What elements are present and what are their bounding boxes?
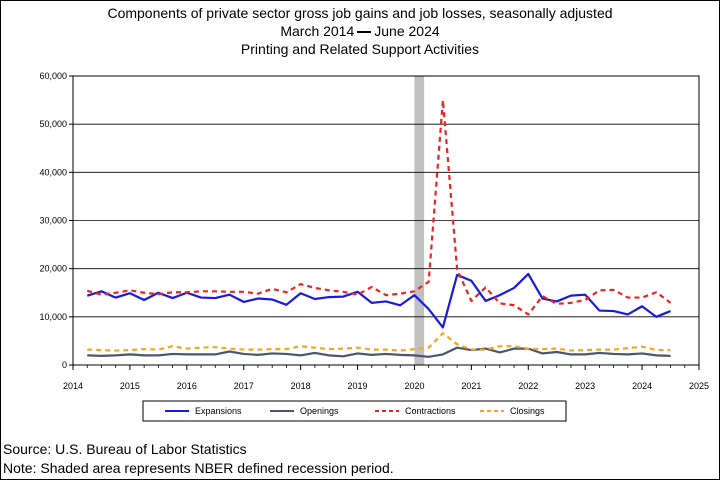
- x-tick-label: 2022: [518, 381, 538, 391]
- series-line-expansions: [86, 272, 671, 329]
- x-tick-label: 2023: [575, 381, 595, 391]
- x-tick-label: 2025: [689, 381, 709, 391]
- legend-label-openings: Openings: [300, 406, 339, 416]
- y-tick-label: 0: [62, 360, 67, 370]
- date-start: March 2014: [280, 23, 355, 39]
- x-tick-label: 2015: [120, 381, 140, 391]
- legend-label-closings: Closings: [510, 406, 545, 416]
- x-tick-label: 2021: [461, 381, 481, 391]
- series-line-closings: [87, 332, 671, 352]
- x-tick-label: 2017: [234, 381, 254, 391]
- y-tick-label: 40,000: [39, 167, 67, 177]
- plot-border: [72, 75, 700, 366]
- x-tick-label: 2019: [348, 381, 368, 391]
- x-tick-label: 2016: [177, 381, 197, 391]
- y-tick-label: 20,000: [39, 264, 67, 274]
- legend-label-contractions: Contractions: [405, 406, 456, 416]
- date-end: June 2024: [374, 23, 440, 39]
- y-tick-label: 30,000: [39, 216, 67, 226]
- series-line-openings: [87, 346, 671, 358]
- date-range: March 2014 June 2024: [0, 22, 720, 40]
- recession-note: Note: Shaded area represents NBER define…: [3, 460, 394, 476]
- industry-subtitle: Printing and Related Support Activities: [240, 41, 480, 57]
- x-tick-label: 2020: [404, 381, 424, 391]
- y-tick-label: 10,000: [39, 312, 67, 322]
- x-tick-label: 2014: [63, 381, 83, 391]
- chart-titles: Components of private sector gross job g…: [0, 4, 720, 58]
- chart-title: Components of private sector gross job g…: [107, 5, 613, 21]
- x-tick-label: 2018: [291, 381, 311, 391]
- range-dash-icon: [357, 31, 372, 34]
- y-tick-label: 60,000: [39, 71, 67, 81]
- y-tick-label: 50,000: [39, 119, 67, 129]
- x-tick-label: 2024: [632, 381, 652, 391]
- source-note: Source: U.S. Bureau of Labor Statistics: [3, 441, 247, 457]
- legend-label-expansions: Expansions: [195, 406, 242, 416]
- series-line-contractions: [86, 98, 672, 316]
- legend-box: [142, 400, 567, 422]
